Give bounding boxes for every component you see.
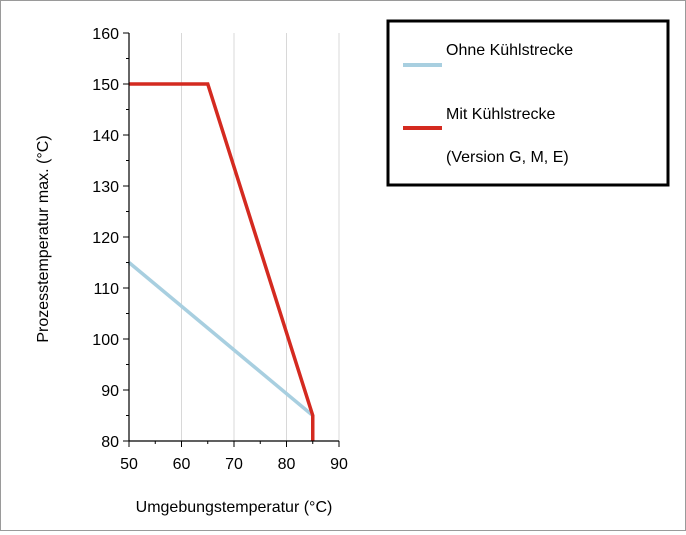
legend-label-mit: Mit Kühlstrecke bbox=[446, 106, 555, 123]
x-tick-label: 60 bbox=[173, 456, 191, 473]
y-tick-label: 110 bbox=[93, 281, 119, 298]
y-axis-title: Prozesstemperatur max. (°C) bbox=[35, 135, 52, 342]
grid bbox=[182, 33, 340, 441]
legend-label-ohne: Ohne Kühlstrecke bbox=[446, 42, 573, 59]
x-axis-title: Umgebungstemperatur (°C) bbox=[136, 499, 333, 516]
x-tick-label: 90 bbox=[330, 456, 348, 473]
x-tick-label: 50 bbox=[120, 456, 138, 473]
y-tick-label: 80 bbox=[101, 434, 119, 451]
axes bbox=[123, 33, 339, 447]
legend-label-mit-version: (Version G, M, E) bbox=[446, 149, 569, 166]
y-tick-label: 140 bbox=[92, 128, 119, 145]
x-tick-label: 70 bbox=[225, 456, 243, 473]
series-layer bbox=[129, 84, 313, 441]
y-tick-label: 100 bbox=[92, 332, 119, 349]
x-tick-label: 80 bbox=[278, 456, 296, 473]
y-tick-label: 120 bbox=[92, 230, 119, 247]
series-line-1 bbox=[129, 84, 313, 441]
y-tick-label: 130 bbox=[92, 179, 119, 196]
y-tick-label: 90 bbox=[101, 383, 119, 400]
y-tick-label: 150 bbox=[92, 77, 119, 94]
y-tick-label: 160 bbox=[92, 26, 119, 43]
legend: Ohne Kühlstrecke Mit Kühlstrecke (Versio… bbox=[388, 21, 668, 185]
series-line-0 bbox=[129, 263, 313, 416]
